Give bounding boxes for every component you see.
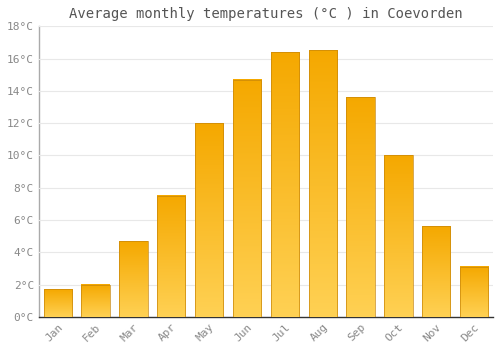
Bar [233,79,261,317]
Bar [270,52,299,317]
Bar [119,241,148,317]
Bar [82,285,110,317]
Bar [157,196,186,317]
Bar [384,155,412,317]
Bar [346,97,375,317]
Bar [422,226,450,317]
Bar [460,267,488,317]
Bar [195,123,224,317]
Bar [308,50,337,317]
Bar [44,289,72,317]
Title: Average monthly temperatures (°C ) in Coevorden: Average monthly temperatures (°C ) in Co… [69,7,462,21]
